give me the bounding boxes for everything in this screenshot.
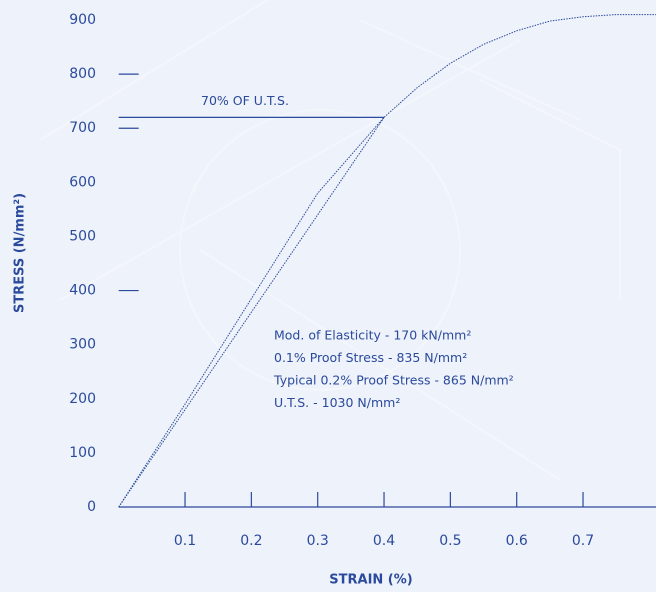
annotation: 0.1% Proof Stress - 835 N/mm² [274, 350, 467, 365]
x-tick-label: 0.5 [439, 533, 461, 549]
reference-label: 70% OF U.T.S. [201, 93, 289, 108]
x-tick-label: 0.1 [174, 533, 196, 549]
y-tick-label: 0 [87, 499, 96, 515]
annotation: Mod. of Elasticity - 170 kN/mm² [274, 328, 471, 343]
background [0, 0, 656, 592]
x-tick-label: 0.2 [240, 533, 262, 549]
y-tick-label: 100 [69, 445, 96, 461]
chart: STRAIN (%) STRESS (N/mm²) 0 100 200 300 400 5… [0, 0, 656, 592]
x-tick-label: 0.7 [572, 533, 594, 549]
y-tick-label: 400 [69, 283, 96, 299]
y-tick-label: 600 [69, 174, 96, 190]
x-axis-label: STRAIN (%) [329, 573, 412, 588]
x-tick-label: 0.3 [307, 533, 329, 549]
x-tick-label: 0.6 [506, 533, 528, 549]
y-axis-label: STRESS (N/mm²) [13, 193, 28, 313]
y-tick-label: 900 [69, 12, 96, 28]
y-tick-label: 700 [69, 120, 96, 136]
x-tick-label: 0.4 [373, 533, 395, 549]
y-tick-label: 200 [69, 391, 96, 407]
y-tick-label: 500 [69, 228, 96, 244]
y-tick-label: 800 [69, 66, 96, 82]
annotation: Typical 0.2% Proof Stress - 865 N/mm² [273, 373, 514, 388]
y-tick-label: 300 [69, 337, 96, 353]
annotation: U.T.S. - 1030 N/mm² [274, 395, 400, 410]
